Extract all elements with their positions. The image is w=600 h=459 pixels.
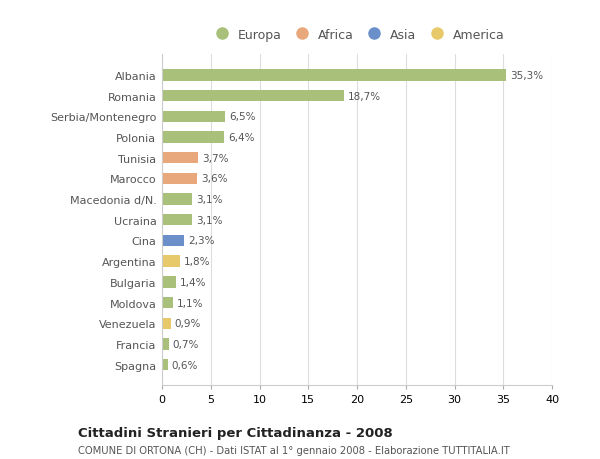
Bar [162,318,171,329]
Text: 18,7%: 18,7% [348,91,382,101]
Bar [162,359,168,370]
Text: 0,9%: 0,9% [175,319,201,329]
Text: 3,1%: 3,1% [196,195,223,205]
Bar [162,215,192,226]
Text: 3,7%: 3,7% [202,153,229,163]
Bar [162,256,179,267]
Text: 1,1%: 1,1% [176,298,203,308]
Legend: Europa, Africa, Asia, America: Europa, Africa, Asia, America [206,25,508,45]
Bar [162,91,344,102]
Bar [162,235,184,246]
Bar [162,277,176,288]
Bar [162,70,506,81]
Text: 2,3%: 2,3% [188,236,215,246]
Text: 0,6%: 0,6% [172,360,198,370]
Text: 1,8%: 1,8% [184,257,210,267]
Bar [162,174,197,185]
Bar [162,153,198,164]
Text: 1,4%: 1,4% [179,277,206,287]
Bar [162,112,226,123]
Bar [162,194,192,205]
Text: 6,5%: 6,5% [229,112,256,122]
Text: 35,3%: 35,3% [510,71,543,81]
Text: 0,7%: 0,7% [173,339,199,349]
Bar [162,297,173,308]
Bar [162,132,224,143]
Text: COMUNE DI ORTONA (CH) - Dati ISTAT al 1° gennaio 2008 - Elaborazione TUTTITALIA.: COMUNE DI ORTONA (CH) - Dati ISTAT al 1°… [78,445,510,455]
Text: 6,4%: 6,4% [229,133,255,143]
Text: 3,1%: 3,1% [196,215,223,225]
Text: 3,6%: 3,6% [201,174,227,184]
Text: Cittadini Stranieri per Cittadinanza - 2008: Cittadini Stranieri per Cittadinanza - 2… [78,426,393,439]
Bar [162,339,169,350]
